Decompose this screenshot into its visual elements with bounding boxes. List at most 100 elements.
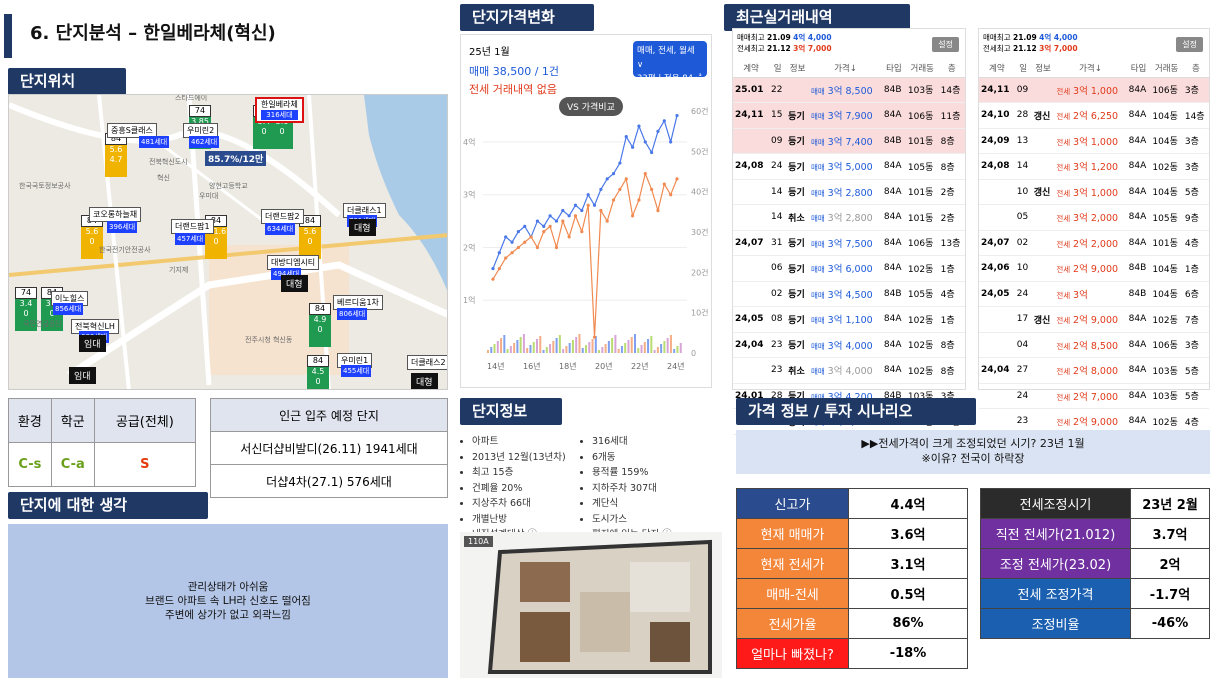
- complex-label[interactable]: 더랜드팜2: [261, 209, 304, 224]
- thoughts-header: 단지에 대한 생각: [8, 492, 208, 519]
- trade-price: 3억 5,000: [827, 162, 873, 174]
- chart-filter-button[interactable]: 매매, 전세, 월세 ∨ 33평 | 전용 84㎡: [633, 41, 707, 84]
- settings-button[interactable]: 설정: [1176, 37, 1203, 52]
- complex-label[interactable]: 더클래스2: [407, 355, 447, 370]
- transaction-row[interactable]: 14 취소 매매 3억 2,800 84A 101동 2층: [733, 204, 965, 231]
- status: 등기: [786, 102, 809, 129]
- transaction-row[interactable]: 05 전세 3억 2,000 84A 105동 9층: [979, 204, 1209, 231]
- transaction-row[interactable]: 24,04 23 등기 매매 3억 4,000 84A 102동 8층: [733, 332, 965, 358]
- column-header[interactable]: 계약: [733, 59, 770, 78]
- transaction-row[interactable]: 09 등기 매매 3억 7,400 84B 101동 8층: [733, 128, 965, 154]
- complex-price-cell: 5.1.6 0: [205, 227, 227, 259]
- complex-label[interactable]: 코오롱하늘채: [89, 207, 142, 222]
- y-tick-label: 4억: [463, 137, 475, 147]
- price-chart-panel: 25년 1월 매매 38,500 / 1건 전세 거래내역 없음 매매, 전세,…: [460, 34, 712, 388]
- trade-type: 전세: [1056, 367, 1071, 377]
- transaction-row[interactable]: 24,11 15 등기 매매 3억 7,900 84A 106동 11층: [733, 102, 965, 129]
- price-row: 전세가율 86%: [736, 608, 968, 639]
- column-header[interactable]: 가격↓: [808, 59, 882, 78]
- series-point: [643, 140, 647, 144]
- column-header[interactable]: 타입: [1126, 59, 1151, 78]
- floorplan-drawing: [460, 532, 722, 678]
- compare-button[interactable]: VS 가격비교: [559, 97, 623, 116]
- trade-price: 3억 4,000: [827, 340, 873, 352]
- transaction-row[interactable]: 17 갱신 전세 2억 9,000 84A 102동 7층: [979, 306, 1209, 333]
- map-place-name: 한국전기안전공사: [99, 246, 151, 254]
- transaction-row[interactable]: 24,05 24 전세 3억 84B 104동 6층: [979, 281, 1209, 307]
- series-point: [529, 235, 533, 239]
- transaction-row[interactable]: 24,07 31 등기 매매 3억 7,500 84A 106동 13층: [733, 230, 965, 256]
- transaction-row[interactable]: 10 갱신 전세 3억 1,000 84A 104동 5층: [979, 179, 1209, 205]
- chart-sale-summary: 매매 38,500 / 1건: [469, 65, 560, 78]
- contract-month: [979, 383, 1015, 409]
- transaction-row[interactable]: 24,06 10 전세 2억 9,000 84B 104동 1층: [979, 255, 1209, 282]
- transaction-row[interactable]: 24,08 14 전세 3억 1,200 84A 102동 3층: [979, 153, 1209, 180]
- transaction-row[interactable]: 24,04 27 전세 2억 8,000 84A 103동 5층: [979, 357, 1209, 384]
- highlight-complex[interactable]: 한일베라체 316세대: [255, 97, 304, 123]
- transaction-row[interactable]: 06 등기 매매 3억 6,000 84A 102동 1층: [733, 255, 965, 282]
- household-count: 457세대: [175, 233, 206, 245]
- info-list-right: 316세대6개동용적률 159%지하주차 307대계단식도시가스평지에 있는 단…: [592, 434, 672, 543]
- settings-button[interactable]: 설정: [932, 37, 959, 52]
- column-header[interactable]: 일: [769, 59, 787, 78]
- contract-month: [733, 255, 770, 282]
- volume-bar: [558, 335, 561, 353]
- column-header[interactable]: 거래동: [1150, 59, 1183, 78]
- contract-day: 14: [769, 204, 787, 231]
- status: 등기: [786, 153, 809, 180]
- column-header[interactable]: 정보: [1031, 59, 1055, 78]
- price-bottom: 0: [89, 237, 95, 246]
- trade-type: 전세: [1056, 341, 1071, 351]
- transaction-row[interactable]: 24,08 24 등기 매매 3억 5,000 84A 105동 8층: [733, 153, 965, 180]
- trade-price: 2억 9,000: [1073, 264, 1119, 276]
- location-map[interactable]: 845.64.7743.850743.40843.60845.60845.1.6…: [8, 94, 448, 390]
- transaction-row[interactable]: 24,07 02 전세 2억 2,000 84A 101동 4층: [979, 230, 1209, 256]
- transaction-row[interactable]: 23 취소 매매 3억 4,000 84A 102동 8층: [733, 357, 965, 384]
- column-header[interactable]: 일: [1014, 59, 1032, 78]
- complex-label[interactable]: 더랜드팜1: [171, 219, 214, 234]
- transaction-row[interactable]: 24,11 09 전세 3억 1,000 84A 106동 3층: [979, 77, 1209, 103]
- transaction-row[interactable]: 24 전세 2억 7,000 84A 103동 5층: [979, 383, 1209, 409]
- column-header[interactable]: 거래동: [905, 59, 939, 78]
- column-header[interactable]: 정보: [786, 59, 809, 78]
- column-header[interactable]: 층: [938, 59, 965, 78]
- contract-day: 05: [1014, 204, 1032, 231]
- trade-price: 3억 7,500: [827, 238, 873, 250]
- price-top: 4.5: [311, 367, 325, 376]
- y2-tick-label: 0: [691, 349, 696, 358]
- transaction-row[interactable]: 24,05 08 등기 매매 3억 1,100 84A 102동 1층: [733, 306, 965, 333]
- floor: 1층: [938, 306, 965, 333]
- trade-price: 3억 4,000: [827, 366, 873, 378]
- price-value: 3.7억: [1130, 518, 1210, 549]
- contract-day: 14: [769, 179, 787, 205]
- transaction-row[interactable]: 24,10 28 갱신 전세 2억 6,250 84A 104동 14층: [979, 102, 1209, 129]
- column-header[interactable]: 계약: [979, 59, 1015, 78]
- transaction-row[interactable]: 14 등기 매매 3억 2,800 84A 101동 2층: [733, 179, 965, 205]
- column-header[interactable]: 층: [1182, 59, 1209, 78]
- contract-month: 24,08: [733, 153, 770, 180]
- price-value: 3.6억: [848, 518, 968, 549]
- price-row: 조정 전세가(23.02) 2억: [980, 548, 1210, 579]
- floor: 14층: [1182, 102, 1209, 129]
- transaction-row[interactable]: 04 전세 2억 8,500 84A 106동 3층: [979, 332, 1209, 358]
- volume-bar: [571, 340, 574, 353]
- column-header[interactable]: 타입: [881, 59, 906, 78]
- transaction-row[interactable]: 24,09 13 전세 3억 1,000 84A 104동 3층: [979, 128, 1209, 154]
- map-place-name: 혁신: [157, 174, 170, 182]
- complex-label[interactable]: 중흥S클래스: [107, 123, 157, 138]
- transaction-row[interactable]: 02 등기 매매 3억 4,500 84B 105동 4층: [733, 281, 965, 307]
- transaction-row[interactable]: 25.01 22 매매 3억 8,500 84B 103동 14층: [733, 77, 965, 103]
- series-point: [567, 214, 571, 218]
- price-row: 현재 매매가 3.6억: [736, 518, 968, 549]
- trade-type: 매매: [810, 316, 825, 326]
- price-key: 신고가: [736, 488, 849, 519]
- floor: 9층: [1182, 204, 1209, 231]
- trade-type: 매매: [810, 163, 825, 173]
- series-point: [662, 119, 666, 123]
- status: [1031, 204, 1055, 231]
- unit-type: 84B: [1126, 255, 1151, 282]
- contract-month: [733, 204, 770, 231]
- series-point: [554, 219, 559, 223]
- floor: 8층: [938, 128, 965, 154]
- column-header[interactable]: 가격↓: [1054, 59, 1127, 78]
